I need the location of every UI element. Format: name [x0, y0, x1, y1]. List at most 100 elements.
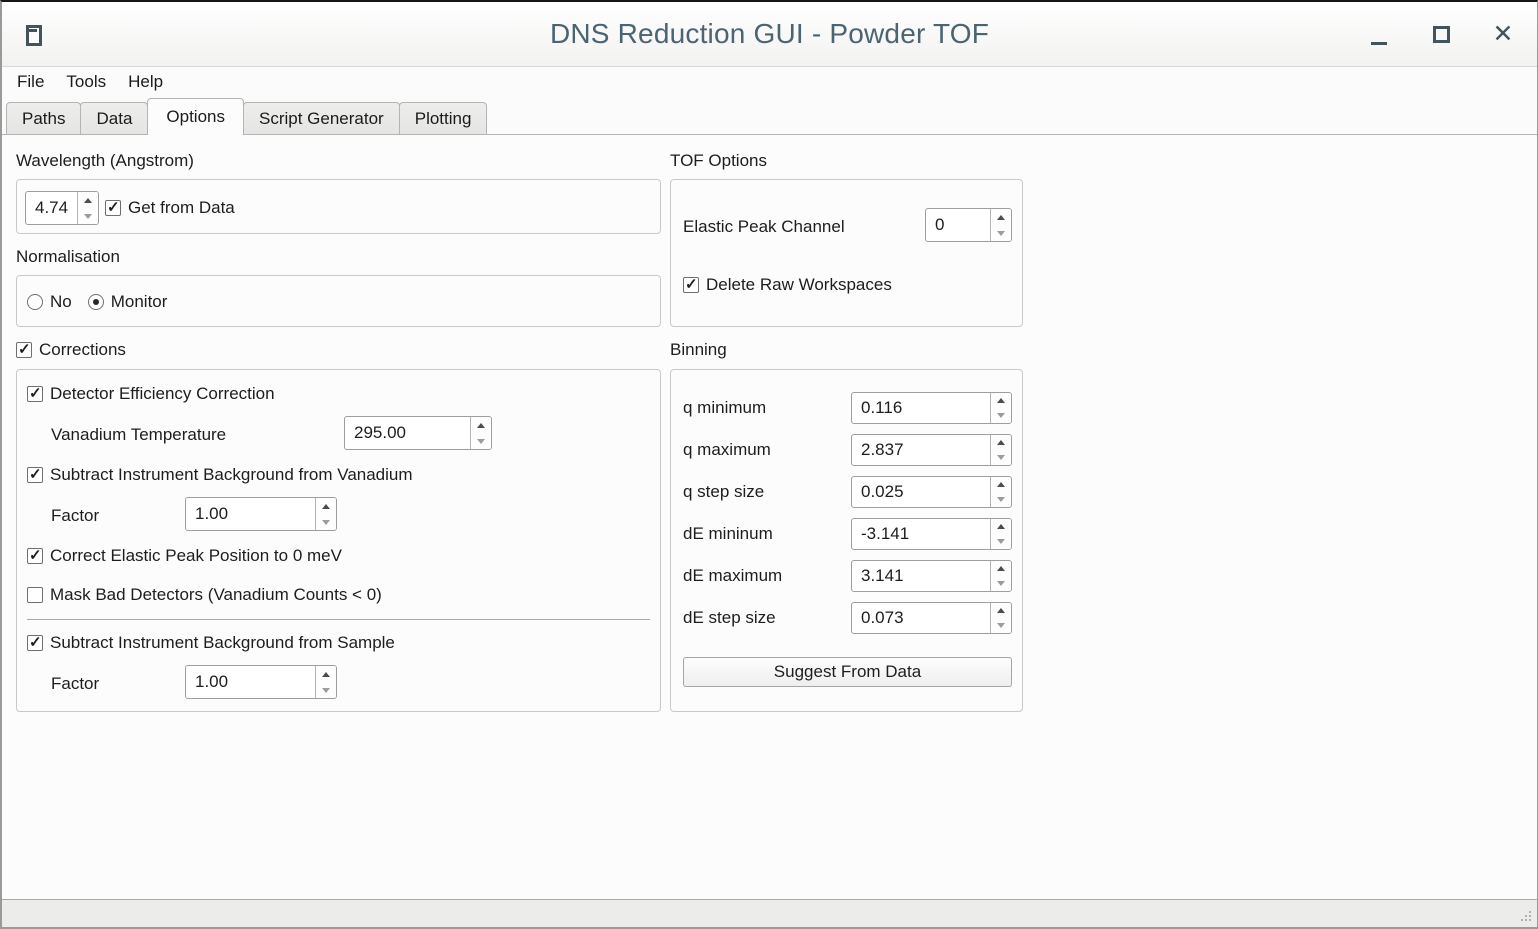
elastic-peak-channel-input[interactable] — [926, 209, 990, 241]
de-minimum-input[interactable] — [852, 519, 990, 549]
de-step-size-input[interactable] — [852, 603, 990, 633]
arrow-down-icon — [997, 581, 1005, 586]
spin-up-button[interactable] — [991, 435, 1011, 450]
menu-file[interactable]: File — [17, 72, 45, 91]
tof-options-groupbox: Elastic Peak Channel Delete Raw Workspac… — [670, 179, 1023, 327]
spin-up-button[interactable] — [991, 519, 1011, 534]
q-step-size-spinbox — [851, 476, 1012, 508]
spin-down-button[interactable] — [991, 618, 1011, 633]
arrow-up-icon — [997, 566, 1005, 571]
sample-factor-spinbox — [185, 665, 337, 699]
tab-script-generator[interactable]: Script Generator — [243, 102, 400, 134]
spin-up-button[interactable] — [471, 417, 491, 433]
options-tab-pane: Wavelength (Angstrom) Get from Data Norm… — [2, 134, 1537, 899]
q-minimum-spin-buttons — [990, 393, 1011, 423]
resize-grip-icon[interactable] — [1529, 919, 1531, 921]
correct-elastic-peak-checkbox-row[interactable]: Correct Elastic Peak Position to 0 meV — [27, 546, 342, 566]
subtract-background-sample-label: Subtract Instrument Background from Samp… — [50, 633, 395, 652]
maximize-icon — [1432, 26, 1450, 43]
get-from-data-checkbox[interactable] — [105, 198, 121, 216]
q-maximum-spinbox — [851, 434, 1012, 466]
corrections-checkbox[interactable] — [16, 340, 32, 358]
wavelength-spinbox — [25, 191, 99, 225]
mask-bad-detectors-checkbox[interactable] — [27, 587, 43, 603]
spin-down-button[interactable] — [78, 208, 98, 224]
close-icon: ✕ — [1492, 20, 1514, 48]
vanadium-factor-spin-buttons — [315, 498, 336, 530]
mask-bad-detectors-checkbox-row[interactable]: Mask Bad Detectors (Vanadium Counts < 0) — [27, 585, 382, 605]
spin-down-button[interactable] — [471, 433, 491, 449]
q-maximum-label: q maximum — [683, 440, 771, 459]
spin-up-button[interactable] — [316, 666, 336, 682]
arrow-down-icon — [997, 455, 1005, 460]
spin-down-button[interactable] — [991, 450, 1011, 465]
normalisation-monitor-label: Monitor — [110, 292, 168, 311]
spin-down-button[interactable] — [991, 492, 1011, 507]
sample-factor-label: Factor — [51, 674, 100, 693]
tab-data[interactable]: Data — [80, 102, 149, 134]
subtract-background-sample-checkbox[interactable] — [27, 633, 43, 651]
sample-factor-input[interactable] — [186, 666, 315, 698]
normalisation-radio-group: No Monitor — [27, 292, 167, 312]
spin-down-button[interactable] — [991, 576, 1011, 591]
subtract-background-vanadium-checkbox[interactable] — [27, 465, 43, 483]
tab-plotting[interactable]: Plotting — [398, 102, 488, 134]
arrow-down-icon — [997, 623, 1005, 628]
correct-elastic-peak-checkbox[interactable] — [27, 546, 43, 564]
normalisation-no-radio-row[interactable]: No — [27, 292, 72, 312]
subtract-background-sample-checkbox-row[interactable]: Subtract Instrument Background from Samp… — [27, 633, 395, 653]
spin-down-button[interactable] — [991, 408, 1011, 423]
detector-efficiency-label: Detector Efficiency Correction — [50, 384, 275, 403]
spin-down-button[interactable] — [991, 534, 1011, 549]
menu-tools[interactable]: Tools — [66, 72, 107, 91]
menu-help[interactable]: Help — [128, 72, 164, 91]
spin-down-button[interactable] — [991, 225, 1011, 241]
detector-efficiency-checkbox-row[interactable]: Detector Efficiency Correction — [27, 384, 275, 404]
de-maximum-input[interactable] — [852, 561, 990, 591]
spin-up-button[interactable] — [991, 603, 1011, 618]
binning-section-title: Binning — [670, 340, 727, 359]
delete-raw-workspaces-checkbox[interactable] — [683, 275, 699, 293]
suggest-from-data-button[interactable]: Suggest From Data — [683, 657, 1012, 687]
detector-efficiency-checkbox[interactable] — [27, 384, 43, 402]
subtract-background-vanadium-checkbox-row[interactable]: Subtract Instrument Background from Vana… — [27, 465, 413, 485]
spin-up-button[interactable] — [991, 561, 1011, 576]
vanadium-factor-label: Factor — [51, 506, 100, 525]
normalisation-section-title: Normalisation — [16, 247, 120, 266]
normalisation-no-label: No — [50, 292, 72, 311]
correct-elastic-peak-label: Correct Elastic Peak Position to 0 meV — [50, 546, 342, 565]
vanadium-factor-input[interactable] — [186, 498, 315, 530]
normalisation-groupbox: No Monitor — [16, 275, 661, 327]
minimize-button[interactable] — [1361, 13, 1397, 57]
de-minimum-spinbox — [851, 518, 1012, 550]
spin-down-button[interactable] — [316, 682, 336, 698]
spin-up-button[interactable] — [78, 192, 98, 208]
delete-raw-workspaces-checkbox-row[interactable]: Delete Raw Workspaces — [683, 275, 892, 295]
get-from-data-checkbox-row[interactable]: Get from Data — [105, 198, 235, 218]
close-button[interactable]: ✕ — [1485, 13, 1521, 57]
q-maximum-spin-buttons — [990, 435, 1011, 465]
spin-up-button[interactable] — [316, 498, 336, 514]
tab-options[interactable]: Options — [147, 98, 244, 135]
arrow-up-icon — [997, 524, 1005, 529]
tab-paths[interactable]: Paths — [6, 102, 82, 134]
spin-up-button[interactable] — [991, 209, 1011, 225]
vanadium-temperature-input[interactable] — [345, 417, 470, 449]
normalisation-no-radio[interactable] — [27, 294, 43, 310]
q-maximum-input[interactable] — [852, 435, 990, 465]
elastic-peak-channel-spin-buttons — [990, 209, 1011, 241]
q-minimum-input[interactable] — [852, 393, 990, 423]
normalisation-monitor-radio-row[interactable]: Monitor — [87, 292, 168, 312]
vanadium-factor-spinbox — [185, 497, 337, 531]
minimize-icon — [1371, 42, 1387, 45]
spin-up-button[interactable] — [991, 393, 1011, 408]
spin-up-button[interactable] — [991, 477, 1011, 492]
spin-down-button[interactable] — [316, 514, 336, 530]
menu-bar: File Tools Help — [2, 67, 1537, 97]
q-step-size-input[interactable] — [852, 477, 990, 507]
corrections-checkbox-row[interactable]: Corrections — [16, 340, 126, 360]
wavelength-input[interactable] — [26, 192, 77, 224]
maximize-button[interactable] — [1423, 13, 1459, 57]
arrow-up-icon — [997, 440, 1005, 445]
normalisation-monitor-radio[interactable] — [87, 294, 104, 310]
